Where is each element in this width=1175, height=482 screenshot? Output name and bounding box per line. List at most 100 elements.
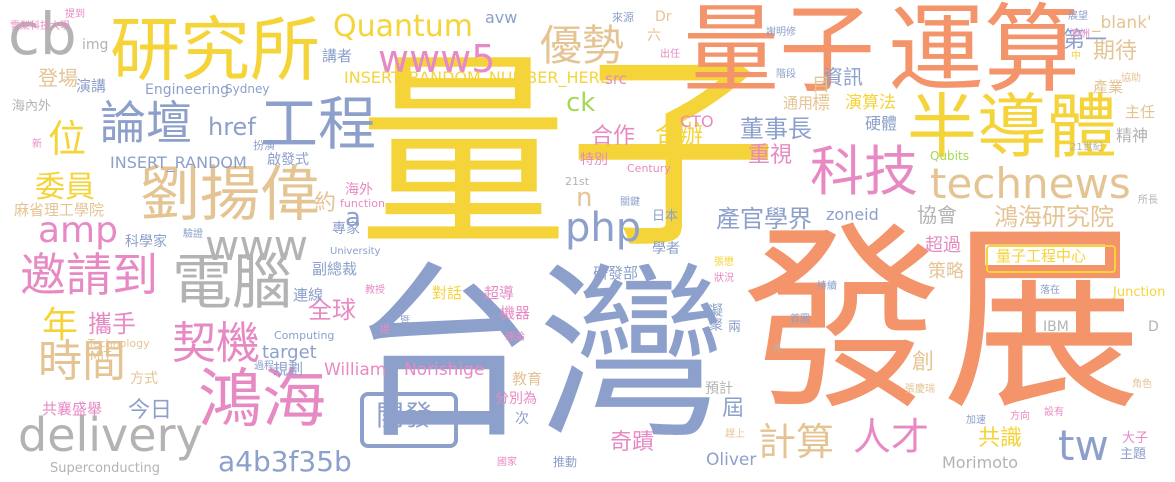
word-mubiao: 目標 [809,75,830,111]
word-superconducting: Superconducting [50,461,160,476]
word-fangxiang: 方向 [1010,411,1030,422]
word-jie: 屆 [722,396,745,421]
word-bandaoti: 半導體 [907,86,1117,168]
word-jinri: 今日 [128,398,173,423]
word-zhongshi: 重視 [748,143,793,168]
word-haiwai: 海外 [345,182,373,198]
word-chanquanxuejie: 產官學界 [716,205,812,233]
word-qiji: 奇蹟 [610,430,655,455]
word-weiyuan: 委員 [35,170,95,205]
word-engineering: Engineering [145,82,229,98]
word-lilun: 理論 [505,332,525,343]
word-jiaose: 角色 [1132,379,1152,390]
word-fuzongcai: 副總裁 [312,260,358,278]
word-quantum: Quantum [333,9,474,44]
word-cb: cb [8,0,77,68]
word-xueli: 雪梨科技大學 [10,21,70,32]
word-www5: www5 [378,37,496,81]
word-luozai: 落在 [1040,285,1060,296]
word-amp: amp [38,210,118,251]
word-laiyuan: 來源 [612,11,634,24]
word-guojia: 國家 [497,457,517,468]
word-gongshi: 共識 [978,426,1023,451]
word-kaifa: 開發 [376,399,433,432]
word-ningju: 凝聚 [707,303,723,331]
word-honghai: 鴻海 [198,363,326,437]
word-zhong: 中 [1071,51,1081,62]
word-php: php [565,205,642,251]
word-technology: Technology [88,337,150,350]
word-fangshi: 方式 [130,371,158,387]
word-21st: 21st [565,175,590,188]
word-zhangqingrui: 張慶瑞 [905,384,935,395]
word-liangzi-orange: 量子 [683,0,875,106]
word-d: D [1148,319,1159,335]
word-liu: 六 [647,28,661,44]
word-dr: Dr [655,9,672,25]
word-tongyong: 通用 [783,94,814,112]
word-zixun: 資訊 [823,65,863,89]
word-xiezhu: 協助 [1121,73,1141,84]
word-qidai: 期待 [1093,39,1138,64]
word-zhuangkuang: 狀況 [714,273,734,284]
word-tw: tw [1058,421,1109,470]
word-yuji: 預計 [705,381,733,397]
word-kaifa-box [360,392,458,448]
word-liangzi-main: 量子 [358,32,779,277]
word-jiasu: 加速 [966,415,986,426]
word-a: a [345,203,361,233]
word-xiehui: 協會 [917,203,957,227]
word-riben: 日本 [652,209,679,224]
word-yanjiusuo: 研究所 [110,9,320,91]
word-jiqi: 機器 [500,304,531,322]
word-img: img [82,37,109,53]
word-computing: Computing [274,329,335,342]
word-jiaoshou: 教授 [365,285,385,296]
word-href: href [208,113,256,141]
word-yansuanfa: 演算法 [845,93,896,113]
word-gongcheng: 工程 [260,90,377,158]
word-ibm: IBM [1043,319,1069,335]
word-guihua: 規劃 [273,360,304,378]
word-ti: 提 [380,325,390,336]
word-chaodao: 超導 [484,284,515,302]
word-suozhang: 所長 [1138,195,1158,206]
word-www: www [205,221,309,270]
word-n: n [576,183,593,213]
word-aozhou: 澳洲 [1070,29,1090,40]
word-yanfabu: 研發部 [593,264,639,282]
word-mit-chinese: 麻省理工學院 [14,201,105,219]
word-target: target [262,342,317,363]
word-hezuo: 合作 [591,124,636,149]
word-zhangmao: 張懋 [714,257,734,268]
word-dongshizhang: 董事長 [740,115,812,143]
word-yaoqingdao: 邀請到 [20,248,158,302]
word-gongcheng-zhongxin: 量子工程中心 [996,247,1087,265]
word-gongcheng-zhongxin-box [986,245,1116,273]
word-jiangzhe: 講者 [322,47,353,65]
word-zhuanjia: 專家 [332,221,360,237]
word-yingti: 硬體 [865,114,898,133]
word-nian: 年 [42,305,79,346]
word-banyan: 扮演 [253,139,275,152]
word-university: University [330,246,381,257]
word-diannao: 電腦 [172,248,292,318]
word-zhuti: 主題 [1120,447,1147,462]
word-mit: MIT [90,349,112,363]
word-yunsuan: 運算 [888,0,1080,106]
word-rencai: 人才 [853,415,930,459]
word-chaoguo: 超過 [925,235,961,256]
word-norishige: Norishige [404,360,485,380]
word-century: Century [627,162,671,175]
word-xuezhe: 學者 [652,241,680,257]
word-qubits: Qubits [930,149,969,163]
word-wei: 位 [48,117,87,161]
word-duihua: 對話 [432,284,463,302]
word-zhuren: 主任 [1125,103,1156,121]
word-liuyangwei: 劉揚偉 [140,160,320,230]
word-tebie: 特別 [580,152,608,168]
word-21shiji: 21世紀 [1070,142,1103,153]
word-guocheng: 過程 [254,361,274,372]
word-shijian: 時間 [38,336,126,387]
